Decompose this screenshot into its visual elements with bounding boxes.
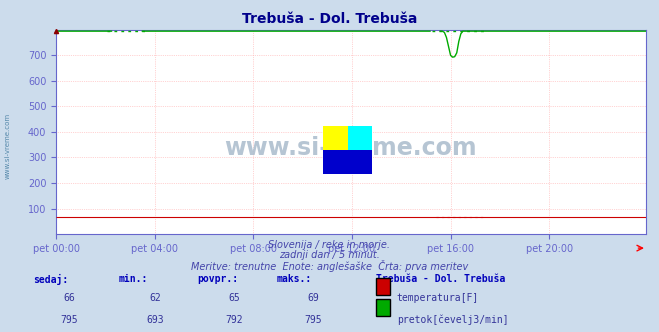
Text: 693: 693 bbox=[146, 315, 163, 325]
Text: Trebuša - Dol. Trebuša: Trebuša - Dol. Trebuša bbox=[376, 274, 505, 284]
Text: 66: 66 bbox=[63, 293, 75, 303]
Text: Meritve: trenutne  Enote: anglešaške  Črta: prva meritev: Meritve: trenutne Enote: anglešaške Črta… bbox=[191, 260, 468, 272]
Text: Trebuša - Dol. Trebuša: Trebuša - Dol. Trebuša bbox=[242, 12, 417, 26]
Text: zadnji dan / 5 minut.: zadnji dan / 5 minut. bbox=[279, 250, 380, 260]
Bar bbox=[323, 150, 372, 174]
Bar bbox=[323, 125, 348, 150]
Text: min.:: min.: bbox=[119, 274, 148, 284]
Text: www.si-vreme.com: www.si-vreme.com bbox=[225, 136, 477, 160]
Text: temperatura[F]: temperatura[F] bbox=[397, 293, 479, 303]
Text: pretok[čevelj3/min]: pretok[čevelj3/min] bbox=[397, 315, 508, 325]
Text: 795: 795 bbox=[61, 315, 78, 325]
Text: 62: 62 bbox=[149, 293, 161, 303]
Bar bbox=[348, 125, 372, 150]
Text: Slovenija / reke in morje.: Slovenija / reke in morje. bbox=[268, 240, 391, 250]
Text: 65: 65 bbox=[228, 293, 240, 303]
Text: sedaj:: sedaj: bbox=[33, 274, 68, 285]
Text: povpr.:: povpr.: bbox=[198, 274, 239, 284]
Text: 792: 792 bbox=[225, 315, 243, 325]
Text: maks.:: maks.: bbox=[277, 274, 312, 284]
Text: www.si-vreme.com: www.si-vreme.com bbox=[5, 113, 11, 179]
Text: 69: 69 bbox=[307, 293, 319, 303]
Text: 795: 795 bbox=[304, 315, 322, 325]
